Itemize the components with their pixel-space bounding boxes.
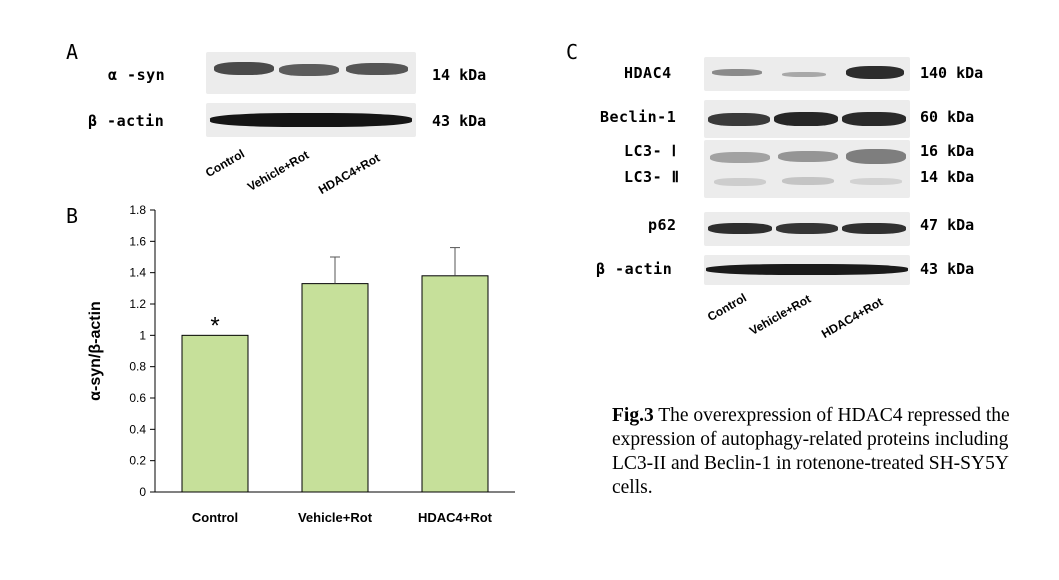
- panel-c-bactin-blot: [704, 255, 910, 285]
- y-tick-label: 1.6: [129, 234, 146, 248]
- caption-text: The overexpression of HDAC4 repressed th…: [612, 405, 1010, 498]
- panel-c-row-label-lc3-2: LC3- Ⅱ: [624, 168, 680, 186]
- y-tick-label: 1.8: [129, 203, 146, 217]
- y-tick-label: 0.6: [129, 391, 146, 405]
- bar-control: [181, 334, 249, 493]
- panel-c-letter: C: [566, 40, 579, 64]
- panel-c-kda-beclin: 60 kDa: [920, 108, 975, 126]
- panel-c-kda-p62: 47 kDa: [920, 216, 975, 234]
- panel-c-row-label-beclin: Beclin-1: [600, 108, 677, 126]
- panel-c-p62-blot: [704, 212, 910, 246]
- panel-c-hdac4-blot: [704, 57, 910, 91]
- y-tick-label: 1: [139, 328, 146, 342]
- y-tick-label: 0.8: [129, 360, 146, 374]
- y-tick-label: 1.4: [129, 266, 146, 280]
- panel-c-row-label-lc3-1: LC3- Ⅰ: [624, 142, 677, 160]
- panel-a-kda-asyn: 14 kDa: [432, 66, 487, 84]
- panel-c-beclin-blot: [704, 100, 910, 138]
- panel-c-kda-lc3-1: 16 kDa: [920, 142, 975, 160]
- panel-c-kda-bactin: 43 kDa: [920, 260, 975, 278]
- panel-c-lane-control: Control: [705, 290, 749, 324]
- x-category-label: Vehicle+Rot: [298, 510, 373, 525]
- x-category-label: Control: [192, 510, 238, 525]
- panel-a-letter: A: [66, 40, 79, 64]
- panel-a-lane-vehicle: Vehicle+Rot: [245, 147, 312, 194]
- panel-c-row-label-hdac4: HDAC4: [624, 64, 672, 82]
- y-tick-label: 1.2: [129, 297, 146, 311]
- panel-a-bactin-blot: [206, 103, 416, 137]
- panel-c-lane-hdac4: HDAC4+Rot: [819, 294, 886, 341]
- y-tick-label: 0.4: [129, 422, 146, 436]
- panel-c-lc3-blot: [704, 140, 910, 198]
- x-category-label: HDAC4+Rot: [418, 510, 493, 525]
- panel-c-kda-lc3-2: 14 kDa: [920, 168, 975, 186]
- panel-a-kda-bactin: 43 kDa: [432, 112, 487, 130]
- panel-a-row-label-asyn: α -syn: [108, 66, 166, 84]
- panel-a-lane-control: Control: [203, 146, 247, 180]
- bar-chart: 0 0.2 0.4 0.6 0.8 1 1.2 1.4 1.6 1.8 α-syn/β-actin C…: [87, 203, 515, 525]
- bar-hdac4-rot: [421, 275, 489, 493]
- y-tick-label: 0: [139, 485, 146, 499]
- panel-a-lane-hdac4: HDAC4+Rot: [316, 150, 383, 197]
- caption-label: Fig.3: [612, 405, 654, 426]
- panel-c-row-label-bactin: β -actin: [596, 260, 673, 278]
- bar-vehicle-rot: [301, 283, 369, 493]
- panel-a-row-label-bactin: β -actin: [88, 112, 165, 130]
- panel-c-kda-hdac4: 140 kDa: [920, 64, 984, 82]
- y-tick-label: 0.2: [129, 454, 146, 468]
- y-axis-label: α-syn/β-actin: [87, 301, 104, 401]
- panel-b-letter: B: [66, 204, 79, 228]
- panel-c-row-label-p62: p62: [648, 216, 677, 234]
- significance-star: *: [210, 312, 219, 339]
- panel-c-lane-vehicle: Vehicle+Rot: [747, 291, 814, 338]
- figure-caption: Fig.3 The overexpression of HDAC4 repres…: [612, 404, 1052, 500]
- panel-a-asyn-blot: [206, 52, 416, 94]
